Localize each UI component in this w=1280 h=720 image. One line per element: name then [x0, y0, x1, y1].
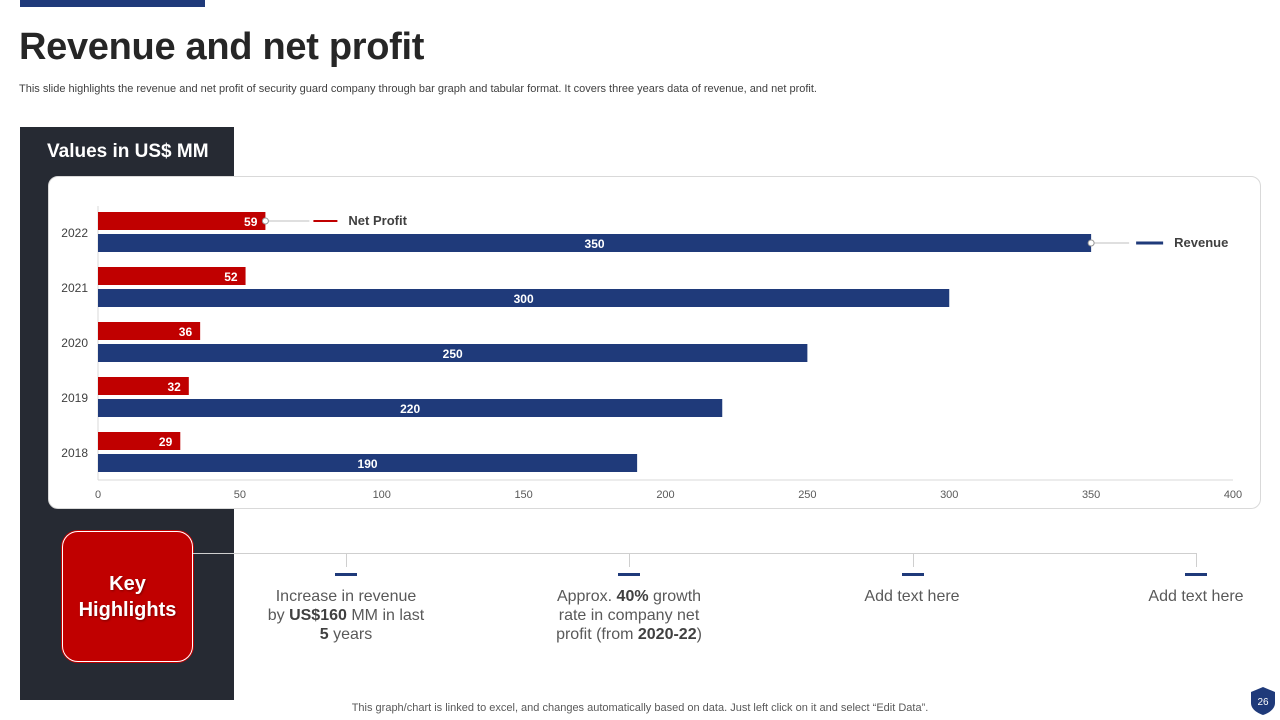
x-tick-label: 0	[95, 489, 101, 501]
chart-card[interactable]: 0 50 100 150 200 250 300 350 400 2022 59 350 Net Pro…	[48, 176, 1261, 509]
top-accent-bar	[20, 0, 205, 7]
y-tick-label: 2021	[61, 281, 88, 295]
bar-chart[interactable]: 0 50 100 150 200 250 300 350 400 2022 59 350 Net Pro…	[49, 177, 1262, 510]
data-label-revenue: 250	[443, 347, 463, 361]
y-tick-label: 2020	[61, 336, 88, 350]
highlight-text-4[interactable]: Add text here	[1148, 588, 1244, 605]
bar-net-profit	[98, 267, 246, 285]
x-tick-label: 400	[1224, 489, 1242, 501]
legend-dot-revenue	[1087, 239, 1095, 247]
x-tick-label: 100	[373, 489, 391, 501]
key-highlights-box: Key Highlights	[62, 531, 193, 662]
data-label-net-profit: 59	[244, 215, 258, 229]
x-tick-label: 200	[656, 489, 674, 501]
page-number: 26	[1257, 697, 1269, 708]
x-tick-label: 350	[1082, 489, 1100, 501]
bar-revenue	[98, 344, 808, 362]
highlights-timeline	[193, 553, 1197, 554]
data-label-revenue: 300	[514, 292, 534, 306]
highlight-text-3[interactable]: Add text here	[864, 588, 960, 605]
bar-net-profit	[98, 212, 266, 230]
timeline-tick	[346, 553, 347, 567]
highlight-marker	[335, 573, 357, 576]
y-tick-label: 2019	[61, 391, 88, 405]
data-label-net-profit: 36	[179, 325, 193, 339]
page-title: Revenue and net profit	[19, 26, 425, 68]
timeline-tick	[629, 553, 630, 567]
x-tick-label: 50	[234, 489, 246, 501]
values-unit-label: Values in US$ MM	[47, 141, 209, 162]
key-highlights-label-line1: Key	[109, 572, 146, 595]
legend-dot-net-profit	[261, 217, 269, 225]
timeline-tick	[913, 553, 914, 567]
data-label-net-profit: 52	[224, 270, 238, 284]
page-subtitle: This slide highlights the revenue and ne…	[19, 83, 817, 95]
bar-revenue	[98, 289, 950, 307]
highlight-text-2[interactable]: Approx. 40% growth rate in company net p…	[556, 588, 702, 643]
page-number-badge: 26	[1251, 687, 1275, 715]
legend-label-net-profit: Net Profit	[348, 213, 407, 228]
x-tick-label: 300	[940, 489, 958, 501]
highlight-marker	[902, 573, 924, 576]
bar-net-profit	[98, 322, 201, 340]
legend-label-revenue: Revenue	[1174, 235, 1228, 250]
highlight-text-1[interactable]: Increase in revenue by US$160 MM in last…	[267, 588, 425, 643]
bar-revenue	[98, 234, 1092, 252]
bar-revenue	[98, 454, 638, 472]
data-label-net-profit: 32	[167, 380, 181, 394]
bar-revenue	[98, 399, 723, 417]
footer-note: This graph/chart is linked to excel, and…	[351, 702, 929, 714]
highlight-marker	[1185, 573, 1207, 576]
data-label-revenue: 190	[358, 457, 378, 471]
bar-net-profit	[98, 377, 189, 395]
highlight-marker	[618, 573, 640, 576]
key-highlights-label-line2: Highlights	[78, 598, 177, 621]
bar-net-profit	[98, 432, 181, 450]
x-tick-label: 150	[514, 489, 532, 501]
data-label-revenue: 350	[585, 237, 605, 251]
x-tick-label: 250	[798, 489, 816, 501]
y-tick-label: 2022	[61, 226, 88, 240]
timeline-tick	[1196, 553, 1197, 567]
data-label-net-profit: 29	[159, 435, 173, 449]
data-label-revenue: 220	[400, 402, 420, 416]
y-tick-label: 2018	[61, 446, 88, 460]
